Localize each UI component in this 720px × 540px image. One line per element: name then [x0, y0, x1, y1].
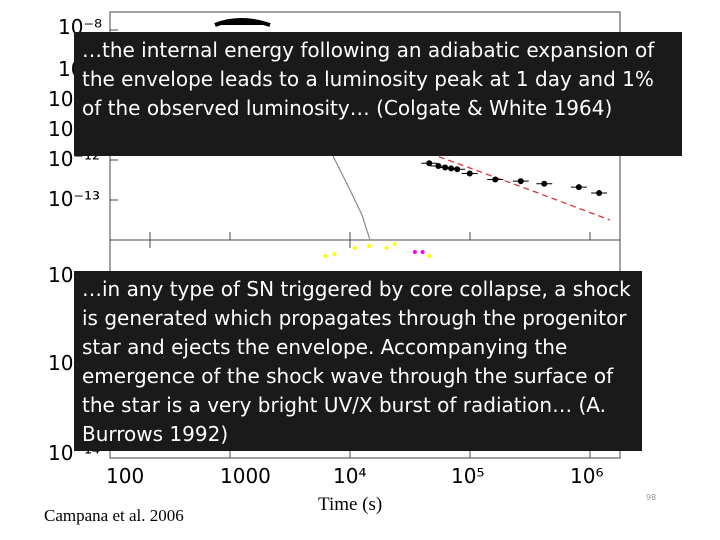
data-point — [466, 170, 473, 177]
data-point — [367, 244, 372, 248]
data-point — [517, 178, 524, 185]
red-dashed-fit — [419, 149, 611, 221]
bottom-ticks — [149, 240, 591, 458]
data-point — [435, 163, 442, 169]
top-data-points — [421, 160, 608, 197]
x-tick-label: 100 — [106, 464, 144, 488]
data-point — [352, 246, 357, 250]
gray-model-curve — [329, 149, 371, 241]
y-tick-label: 10 — [48, 263, 73, 287]
data-point — [448, 165, 455, 172]
data-point — [384, 246, 389, 250]
y-tick-label: 10 — [48, 117, 73, 141]
x-tick-label: 10⁵ — [451, 464, 484, 488]
y-tick-label: 10⁻¹³ — [48, 187, 100, 211]
data-point — [420, 250, 425, 254]
quote-box-top: …the internal energy following an adiaba… — [74, 32, 682, 156]
bottom-data-points — [323, 242, 432, 258]
peak-bump — [214, 18, 271, 27]
x-tick-label: 10⁶ — [570, 464, 603, 488]
y-tick-label: 10 — [48, 351, 73, 375]
quote-box-bottom: …in any type of SN triggered by core col… — [74, 271, 642, 451]
data-point — [454, 166, 461, 173]
x-tick-label: 1000 — [220, 464, 271, 488]
data-point — [427, 254, 432, 258]
data-point — [392, 242, 397, 246]
citation: Campana et al. 2006 — [44, 506, 184, 525]
quote-text-top: …the internal energy following an adiaba… — [82, 38, 655, 120]
data-point — [596, 190, 603, 197]
quote-text-bottom: …in any type of SN triggered by core col… — [82, 277, 631, 446]
data-point — [541, 180, 548, 187]
data-point — [412, 250, 417, 254]
data-point — [492, 176, 499, 183]
data-point — [442, 164, 449, 171]
data-point — [323, 254, 328, 258]
data-point — [426, 160, 433, 167]
x-tick-label: 10⁴ — [333, 464, 366, 488]
y-tick-label: 10 — [48, 87, 73, 111]
slide-number: 98 — [646, 493, 657, 502]
data-point — [575, 184, 582, 191]
data-point — [332, 252, 337, 256]
x-axis-label: Time (s) — [318, 494, 382, 515]
